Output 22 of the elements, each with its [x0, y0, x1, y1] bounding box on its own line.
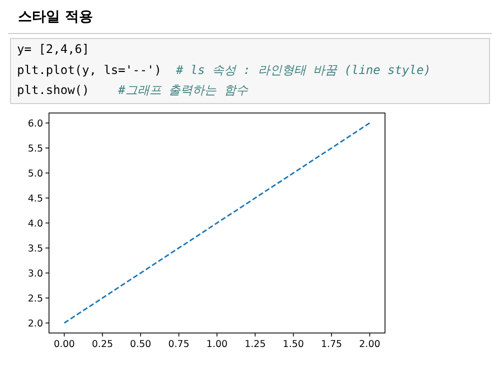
y-tick-label: 5.0: [28, 168, 43, 180]
y-tick-label: 3.0: [28, 268, 43, 280]
x-tick-label: 1.50: [282, 339, 304, 350]
y-tick-label: 6.0: [28, 118, 43, 130]
x-tick-label: 1.25: [244, 339, 266, 350]
text: plt.show() #그래프 출력하는 함수: [17, 83, 248, 97]
y-tick-label: 5.5: [28, 144, 43, 154]
x-tick-label: 1.00: [206, 339, 228, 350]
y-tick-label: 4.5: [28, 194, 43, 204]
y-tick-label: 2.5: [28, 294, 43, 304]
y-tick-label: 4.0: [28, 218, 43, 230]
y-tick-label: 3.5: [28, 244, 43, 254]
text: y= [2,4,6]: [17, 42, 90, 56]
x-tick-label: 0.25: [92, 339, 114, 350]
x-tick-label: 1.75: [320, 339, 342, 350]
x-tick-label: 0.75: [168, 339, 190, 350]
x-tick-label: 0.00: [54, 339, 75, 350]
y-tick-label: 2.0: [28, 318, 43, 330]
x-tick-label: 2.00: [359, 339, 380, 350]
x-tick-label: 0.50: [130, 339, 152, 350]
chart-title: 스타일 적용: [18, 8, 93, 26]
text: plt.plot(y, ls='--') # ls 속성 : 라인형태 바꿈 (line style): [17, 63, 431, 77]
